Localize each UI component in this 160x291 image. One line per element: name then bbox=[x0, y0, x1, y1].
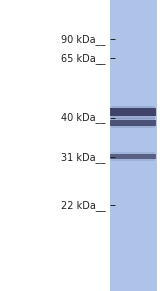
Bar bbox=[110, 120, 156, 126]
Bar bbox=[110, 0, 157, 291]
Text: 22 kDa__: 22 kDa__ bbox=[61, 200, 106, 211]
Text: 90 kDa__: 90 kDa__ bbox=[61, 34, 106, 45]
Bar bbox=[111, 106, 155, 118]
Bar bbox=[111, 152, 155, 161]
Bar bbox=[110, 108, 156, 116]
Text: 65 kDa__: 65 kDa__ bbox=[61, 53, 106, 64]
Text: 40 kDa__: 40 kDa__ bbox=[61, 112, 106, 123]
Bar bbox=[110, 154, 156, 159]
Bar bbox=[111, 118, 155, 128]
Text: 31 kDa__: 31 kDa__ bbox=[61, 152, 106, 163]
